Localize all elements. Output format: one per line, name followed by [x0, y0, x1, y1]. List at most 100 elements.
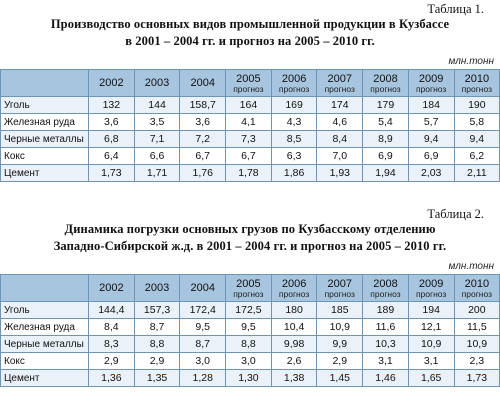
table1: 2002 2003 2004 2005 прогноз 2006 прогноз 2007 пр… — [0, 69, 500, 182]
table-cell: 7,0 — [316, 147, 364, 165]
table-cell: 190 — [453, 96, 500, 114]
table2-header-corner — [0, 274, 89, 302]
table2-header-year: 2004 — [179, 274, 227, 302]
table-cell: 4,6 — [316, 113, 364, 131]
table1-block: Таблица 1. Производство основных видов п… — [0, 2, 500, 182]
year-label: 2006 — [281, 72, 307, 85]
table-row: Кокс 2,9 2,9 3,0 3,0 2,6 2,9 3,1 3,1 2,3 — [0, 352, 500, 370]
table-cell: 11,6 — [362, 318, 409, 336]
table-cell: 1,73 — [453, 369, 500, 387]
table-cell: 1,65 — [407, 369, 455, 387]
table-cell: 10,3 — [362, 335, 409, 353]
year-label: 2007 — [327, 277, 353, 290]
row-label: Железная руда — [0, 318, 89, 336]
table-row: Цемент 1,36 1,35 1,28 1,30 1,38 1,45 1,46 1,65 1,… — [0, 369, 500, 387]
table-row: Черные металлы 6,8 7,1 7,2 7,3 8,5 8,4 8,9 9,4 9,… — [0, 130, 500, 148]
row-label: Уголь — [0, 301, 89, 319]
table-cell: 172,5 — [225, 301, 272, 319]
table-cell: 179 — [362, 96, 409, 114]
table-cell: 6,9 — [362, 147, 409, 165]
table-cell: 6,6 — [133, 147, 181, 165]
table2-title-line2: Западно-Сибирской ж.д. в 2001 – 2004 гг.… — [53, 239, 447, 253]
table-cell: 8,7 — [179, 335, 227, 353]
table-cell: 6,7 — [179, 147, 227, 165]
table-cell: 189 — [362, 301, 409, 319]
table-cell: 1,94 — [362, 164, 409, 182]
table-cell: 4,3 — [270, 113, 318, 131]
table-cell: 194 — [407, 301, 455, 319]
table-cell: 1,73 — [88, 164, 135, 182]
table-cell: 8,8 — [133, 335, 181, 353]
table-cell: 1,35 — [133, 369, 181, 387]
table1-title-line2: в 2001 – 2004 гг. и прогноз на 2005 – 20… — [125, 34, 375, 48]
table-cell: 10,9 — [407, 335, 455, 353]
table1-number: Таблица 1. — [427, 2, 484, 16]
table-cell: 10,4 — [270, 318, 318, 336]
table-cell: 3,6 — [179, 113, 227, 131]
table1-header-year: 2009 прогноз — [407, 69, 455, 97]
table-cell: 144,4 — [88, 301, 135, 319]
table-cell: 8,5 — [270, 130, 318, 148]
table-cell: 7,3 — [225, 130, 272, 148]
table-cell: 9,9 — [316, 335, 364, 353]
table-row: Железная руда 8,4 8,7 9,5 9,5 10,4 10,9 11,6 12,… — [0, 318, 500, 336]
table-cell: 1,71 — [133, 164, 181, 182]
forecast-label: прогноз — [324, 288, 355, 299]
table2-header-year: 2005 прогноз — [225, 274, 272, 302]
year-label: 2010 — [464, 277, 490, 290]
table-cell: 8,7 — [133, 318, 181, 336]
table2-header-year: 2006 прогноз — [270, 274, 318, 302]
table-cell: 2,9 — [316, 352, 364, 370]
row-label: Уголь — [0, 96, 89, 114]
table2-header-year: 2009 прогноз — [407, 274, 455, 302]
forecast-label: прогноз — [370, 288, 401, 299]
table-cell: 6,9 — [407, 147, 455, 165]
table-row: Железная руда 3,6 3,5 3,6 4,1 4,3 4,6 5,4 5,7 5,8 — [0, 113, 500, 131]
year-label: 2006 — [281, 277, 307, 290]
table-cell: 1,76 — [179, 164, 227, 182]
table-cell: 8,8 — [225, 335, 272, 353]
table1-header-row: 2002 2003 2004 2005 прогноз 2006 прогноз 2007 пр… — [0, 69, 500, 97]
table-cell: 6,8 — [88, 130, 135, 148]
table2: 2002 2003 2004 2005 прогноз 2006 прогноз 2007 пр… — [0, 274, 500, 387]
table2-header-year: 2003 — [133, 274, 181, 302]
table-cell: 3,6 — [88, 113, 135, 131]
year-label: 2004 — [190, 77, 215, 89]
table-cell: 1,46 — [362, 369, 409, 387]
table-cell: 172,4 — [179, 301, 227, 319]
year-label: 2004 — [190, 282, 215, 294]
row-label: Цемент — [0, 164, 89, 182]
table-cell: 2,11 — [453, 164, 500, 182]
row-label: Кокс — [0, 352, 89, 370]
table-cell: 9,5 — [179, 318, 227, 336]
table2-header-year: 2007 прогноз — [316, 274, 364, 302]
table-cell: 3,0 — [225, 352, 272, 370]
table-cell: 12,1 — [407, 318, 455, 336]
forecast-label: прогноз — [233, 83, 264, 94]
table-cell: 9,5 — [225, 318, 272, 336]
year-label: 2009 — [418, 277, 444, 290]
table-cell: 1,45 — [316, 369, 364, 387]
row-label: Черные металлы — [0, 130, 89, 148]
forecast-label: прогноз — [370, 83, 401, 94]
table-cell: 132 — [88, 96, 135, 114]
table-row: Кокс 6,4 6,6 6,7 6,7 6,3 7,0 6,9 6,9 6,2 — [0, 147, 500, 165]
table-cell: 2,9 — [133, 352, 181, 370]
table-cell: 8,9 — [362, 130, 409, 148]
table2-header-year: 2010 прогноз — [453, 274, 500, 302]
table-cell: 1,38 — [270, 369, 318, 387]
table-cell: 6,4 — [88, 147, 135, 165]
table2-unit: млн.тонн — [448, 261, 494, 272]
table2-header-row: 2002 2003 2004 2005 прогноз 2006 прогноз 2007 пр… — [0, 274, 500, 302]
table-cell: 3,0 — [179, 352, 227, 370]
table-cell: 2,3 — [453, 352, 500, 370]
forecast-label: прогноз — [461, 83, 493, 94]
table-cell: 8,4 — [88, 318, 135, 336]
table-cell: 3,5 — [133, 113, 181, 131]
year-label: 2008 — [373, 72, 398, 85]
table1-header-year: 2005 прогноз — [225, 69, 272, 97]
table-cell: 9,98 — [270, 335, 318, 353]
table-cell: 185 — [316, 301, 364, 319]
table-cell: 10,9 — [453, 335, 500, 353]
